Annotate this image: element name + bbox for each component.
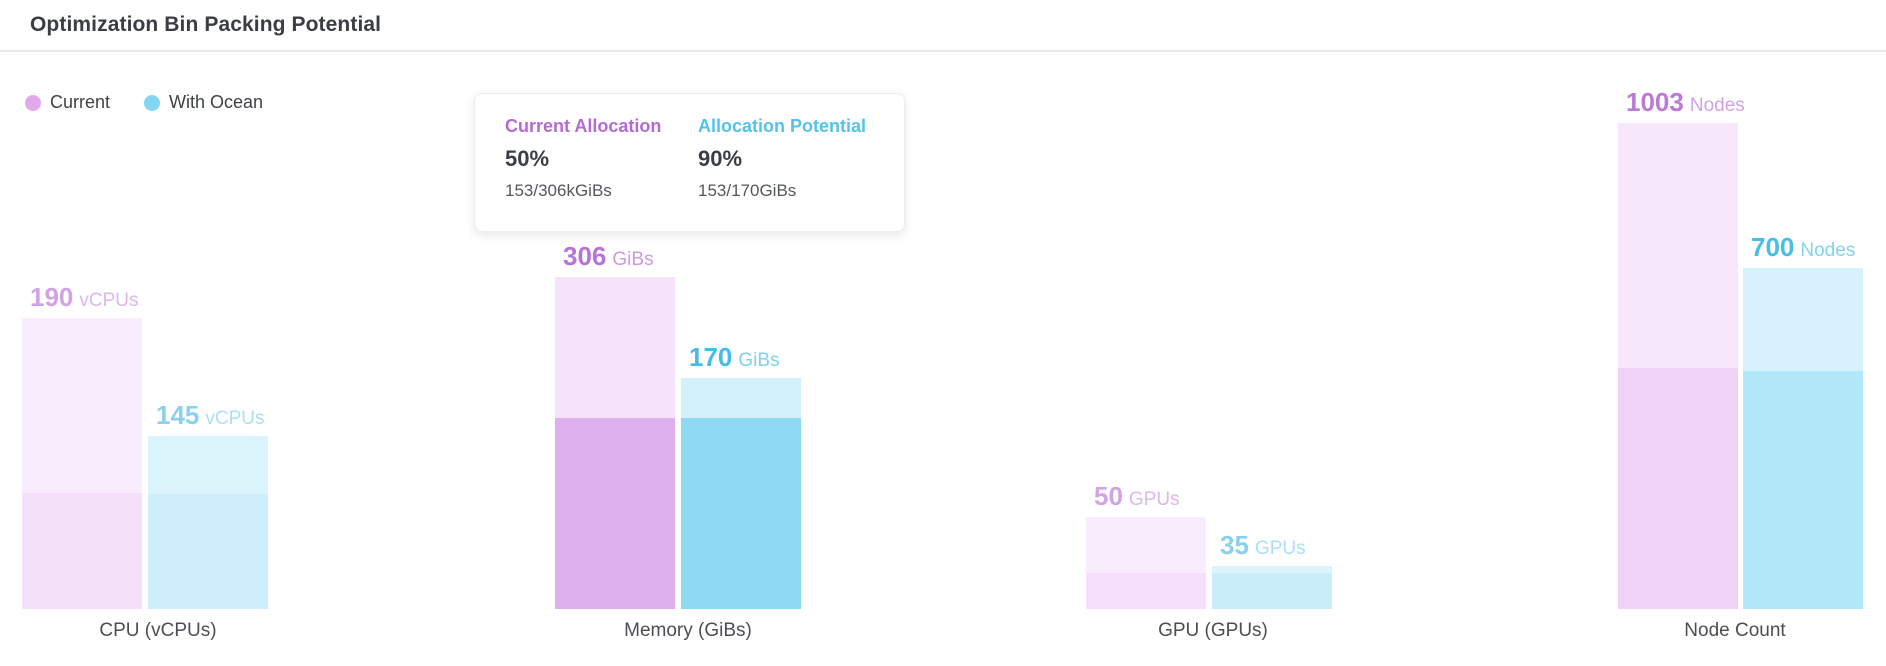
bar-value-label: 170 GiBs: [689, 343, 780, 376]
bar-gpu-current[interactable]: [1086, 517, 1206, 609]
axis-label-node: Node Count: [1684, 620, 1786, 641]
tooltip-allocation-potential-column: Allocation Potential 90% 153/170GiBs: [698, 116, 891, 201]
current-series-dot-icon: [25, 94, 41, 111]
bar-value-number: 35: [1220, 530, 1249, 560]
bar-value-label: 1003 Nodes: [1626, 88, 1745, 121]
bar-segment-free: [1618, 123, 1738, 368]
bar-value-label: 145 vCPUs: [156, 401, 265, 434]
bar-segment-free: [148, 436, 268, 494]
bar-segment-used: [1743, 371, 1863, 609]
bar-value-label: 700 Nodes: [1751, 233, 1855, 266]
tooltip-current-allocation-column: Current Allocation 50% 153/306kGiBs: [505, 116, 698, 201]
bar-value-label: 190 vCPUs: [30, 283, 139, 316]
bar-segment-free: [681, 378, 801, 418]
bar-segment-free: [1743, 268, 1863, 371]
bar-segment-used: [1086, 573, 1206, 609]
bar-memory-current[interactable]: [555, 277, 675, 609]
legend-item-with-ocean[interactable]: With Ocean: [144, 92, 263, 113]
bar-value-number: 170: [689, 342, 733, 372]
legend-label: Current: [50, 92, 111, 112]
bar-segment-used: [22, 493, 142, 609]
page-header: Optimization Bin Packing Potential: [0, 0, 1886, 52]
bar-gpu-with[interactable]: [1212, 566, 1332, 609]
bar-segment-free: [1086, 517, 1206, 573]
bar-value-unit: Nodes: [1800, 240, 1856, 261]
bar-segment-used: [681, 418, 801, 609]
bar-value-number: 700: [1751, 232, 1795, 262]
bar-node-with[interactable]: [1743, 268, 1863, 609]
axis-label-gpu: GPU (GPUs): [1158, 620, 1268, 641]
bar-value-label: 50 GPUs: [1094, 482, 1180, 515]
tooltip-detail-value: 153/170GiBs: [698, 181, 797, 200]
bar-memory-with[interactable]: [681, 378, 801, 609]
ocean-series-dot-icon: [144, 94, 161, 111]
legend-label: With Ocean: [169, 92, 264, 112]
chart-legend: Current With Ocean: [25, 92, 263, 113]
legend-item-current[interactable]: Current: [25, 92, 110, 113]
bar-value-number: 306: [563, 241, 607, 271]
bar-value-unit: GPUs: [1128, 489, 1180, 510]
page-title: Optimization Bin Packing Potential: [30, 13, 382, 36]
axis-label-cpu: CPU (vCPUs): [99, 620, 217, 641]
bar-segment-free: [555, 277, 675, 418]
bar-value-unit: GiBs: [738, 350, 780, 371]
tooltip-column-title: Current Allocation: [505, 116, 662, 136]
bar-value-unit: GiBs: [612, 249, 654, 270]
bar-value-unit: GPUs: [1254, 538, 1306, 559]
bar-segment-used: [148, 494, 268, 609]
bar-value-number: 1003: [1626, 87, 1684, 117]
axis-label-memory: Memory (GiBs): [624, 620, 752, 641]
bar-value-unit: vCPUs: [79, 290, 139, 311]
bar-value-label: 306 GiBs: [563, 242, 654, 275]
bar-segment-used: [1212, 573, 1332, 609]
bar-node-current[interactable]: [1618, 123, 1738, 609]
chart-tooltip: Current Allocation 50% 153/306kGiBs Allo…: [474, 93, 905, 232]
bar-segment-free: [1212, 566, 1332, 573]
bar-value-unit: Nodes: [1689, 95, 1745, 116]
tooltip-column-title: Allocation Potential: [698, 116, 867, 136]
bar-segment-used: [1618, 368, 1738, 609]
bar-segment-used: [555, 418, 675, 609]
bar-cpu-current[interactable]: [22, 318, 142, 609]
bar-value-label: 35 GPUs: [1220, 531, 1306, 564]
bar-value-unit: vCPUs: [205, 408, 265, 429]
tooltip-detail-value: 153/306kGiBs: [505, 181, 612, 200]
bar-segment-free: [22, 318, 142, 493]
tooltip-percent-value: 90%: [698, 146, 743, 171]
bar-value-number: 145: [156, 400, 200, 430]
bar-value-number: 190: [30, 282, 74, 312]
bar-cpu-with[interactable]: [148, 436, 268, 609]
bar-value-number: 50: [1094, 481, 1123, 511]
tooltip-percent-value: 50%: [505, 146, 550, 171]
